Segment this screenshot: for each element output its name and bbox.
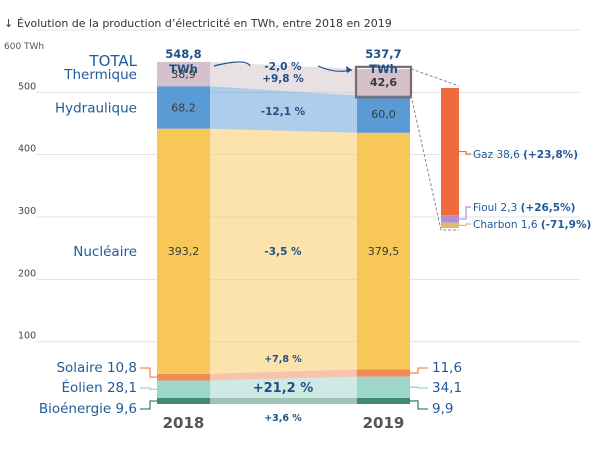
total-unit: TWh [169, 62, 198, 76]
breakdown-label: 38,6 [496, 149, 520, 161]
thermique-2019-highlight [354, 65, 413, 99]
breakdown-name: Gaz [473, 149, 494, 161]
series-name-nucleaire: Nucléaire [73, 244, 137, 260]
value-label-2019: 42,6 [370, 76, 397, 89]
value-label-2018: 28,1 [107, 380, 137, 396]
band-nucleaire [210, 128, 357, 374]
bar-thermique-2018 [157, 61, 210, 87]
bar-solaire-2019 [357, 369, 410, 377]
breakdown-label: 2,3 [501, 202, 518, 214]
y-tick-label: 300 [18, 206, 36, 217]
total-value: 548,8 [165, 47, 201, 61]
value-label-2018: 10,8 [107, 360, 137, 376]
change-label-bioenergie: +3,6 % [264, 413, 302, 424]
series-name-text: Bioénergie [39, 401, 111, 417]
series-name-text: Éolien [61, 379, 102, 396]
breakdown-bar-gaz [441, 88, 459, 216]
bar-bioenergie-2018 [157, 398, 210, 404]
x-tick-label: 2019 [363, 414, 405, 432]
y-tick-label: 200 [18, 268, 36, 279]
value-label-2018: 38,9 [171, 68, 196, 81]
value-label-2019: 9,9 [432, 401, 453, 417]
total-value: 537,7 [365, 47, 401, 61]
series-name-bioenergie: Bioénergie 9,6 [39, 401, 137, 417]
change-label-eolien: +21,2 % [253, 381, 314, 396]
breakdown-label-charbon: Charbon 1,6 (-71,9%) [473, 219, 591, 231]
breakdown-name: Fioul [473, 202, 497, 214]
band-bioenergie [210, 397, 357, 404]
chart-title: ↓ Évolution de la production d’électrici… [4, 17, 392, 30]
series-name-thermique: Thermique [63, 67, 137, 83]
series-name-hydraulique: Hydraulique [55, 100, 137, 116]
bar-solaire-2018 [157, 373, 210, 381]
leader-line [459, 206, 471, 220]
arrow-head-icon [346, 66, 352, 73]
value-label-2018: 393,2 [168, 245, 200, 258]
leader-line [140, 400, 157, 410]
breakdown-connector [410, 68, 460, 87]
leader-line [459, 150, 471, 155]
leader-line [410, 400, 428, 410]
bar-hydraulique-2018 [157, 86, 210, 129]
breakdown-label: 1,6 [521, 219, 538, 231]
breakdown-change: (-71,9%) [541, 219, 591, 231]
down-arrow-icon: ↓ [4, 17, 13, 30]
transition-bands [210, 61, 357, 404]
thermique-breakdown: Gaz 38,6 (+23,8%) Fioul 2,3 (+26,5%) Charb… [410, 68, 591, 231]
x-tick-label: 2018 [163, 414, 205, 432]
band-solaire [210, 369, 357, 381]
y-axis-unit-label: 600 TWh [4, 42, 44, 52]
bar-thermique-2019 [357, 68, 410, 96]
bar-eolien-2019 [357, 376, 410, 398]
total-label: TOTAL [88, 52, 137, 70]
series-name-text: Solaire [56, 360, 102, 376]
breakdown-change: (+23,8%) [523, 149, 578, 161]
chart-title-text: Évolution de la production d’électricité… [17, 17, 392, 30]
band-hydraulique [210, 86, 357, 133]
bar-hydraulique-2019 [357, 95, 410, 133]
bar-nucleaire-2018 [157, 128, 210, 374]
total-unit: TWh [369, 62, 398, 76]
value-label-2019: 11,6 [432, 360, 462, 376]
bars [157, 61, 413, 404]
breakdown-bar-fioul [441, 215, 459, 223]
series-name-eolien: Éolien 28,1 [61, 379, 137, 396]
change-label-hydraulique: -12,1 % [261, 106, 306, 118]
value-label-2018: 68,2 [171, 101, 196, 114]
value-label-2018: 9,6 [116, 401, 137, 417]
leader-line [410, 386, 428, 389]
band-thermique [210, 61, 357, 96]
change-label-solaire: +7,8 % [264, 354, 302, 365]
total-arrow-line [213, 61, 251, 67]
change-label-thermique: +9,8 % [262, 73, 304, 85]
bar-bioenergie-2019 [357, 397, 410, 404]
total-change: -2,0 % [264, 61, 302, 73]
bar-eolien-2018 [157, 380, 210, 399]
breakdown-bar-charbon [441, 222, 459, 228]
value-label-2019: 60,0 [371, 108, 396, 121]
breakdown-name: Charbon [473, 219, 517, 231]
leader-line [459, 223, 471, 226]
series-name-solaire: Solaire 10,8 [56, 360, 137, 376]
leader-line [140, 387, 157, 390]
y-tick-label: 400 [18, 144, 36, 155]
bar-nucleaire-2019 [357, 132, 410, 370]
leader-line [410, 367, 428, 374]
y-tick-label: 100 [18, 331, 36, 342]
breakdown-label-gaz: Gaz 38,6 (+23,8%) [473, 149, 578, 161]
breakdown-change: (+26,5%) [521, 202, 576, 214]
band-eolien [210, 376, 357, 399]
value-label-2019: 379,5 [368, 245, 400, 258]
value-label-2019: 34,1 [432, 380, 462, 396]
change-label-nucleaire: -3,5 % [264, 246, 302, 258]
breakdown-label-fioul: Fioul 2,3 (+26,5%) [473, 202, 575, 214]
breakdown-connector [410, 95, 459, 231]
leader-line [140, 367, 157, 378]
y-tick-label: 500 [18, 81, 36, 92]
